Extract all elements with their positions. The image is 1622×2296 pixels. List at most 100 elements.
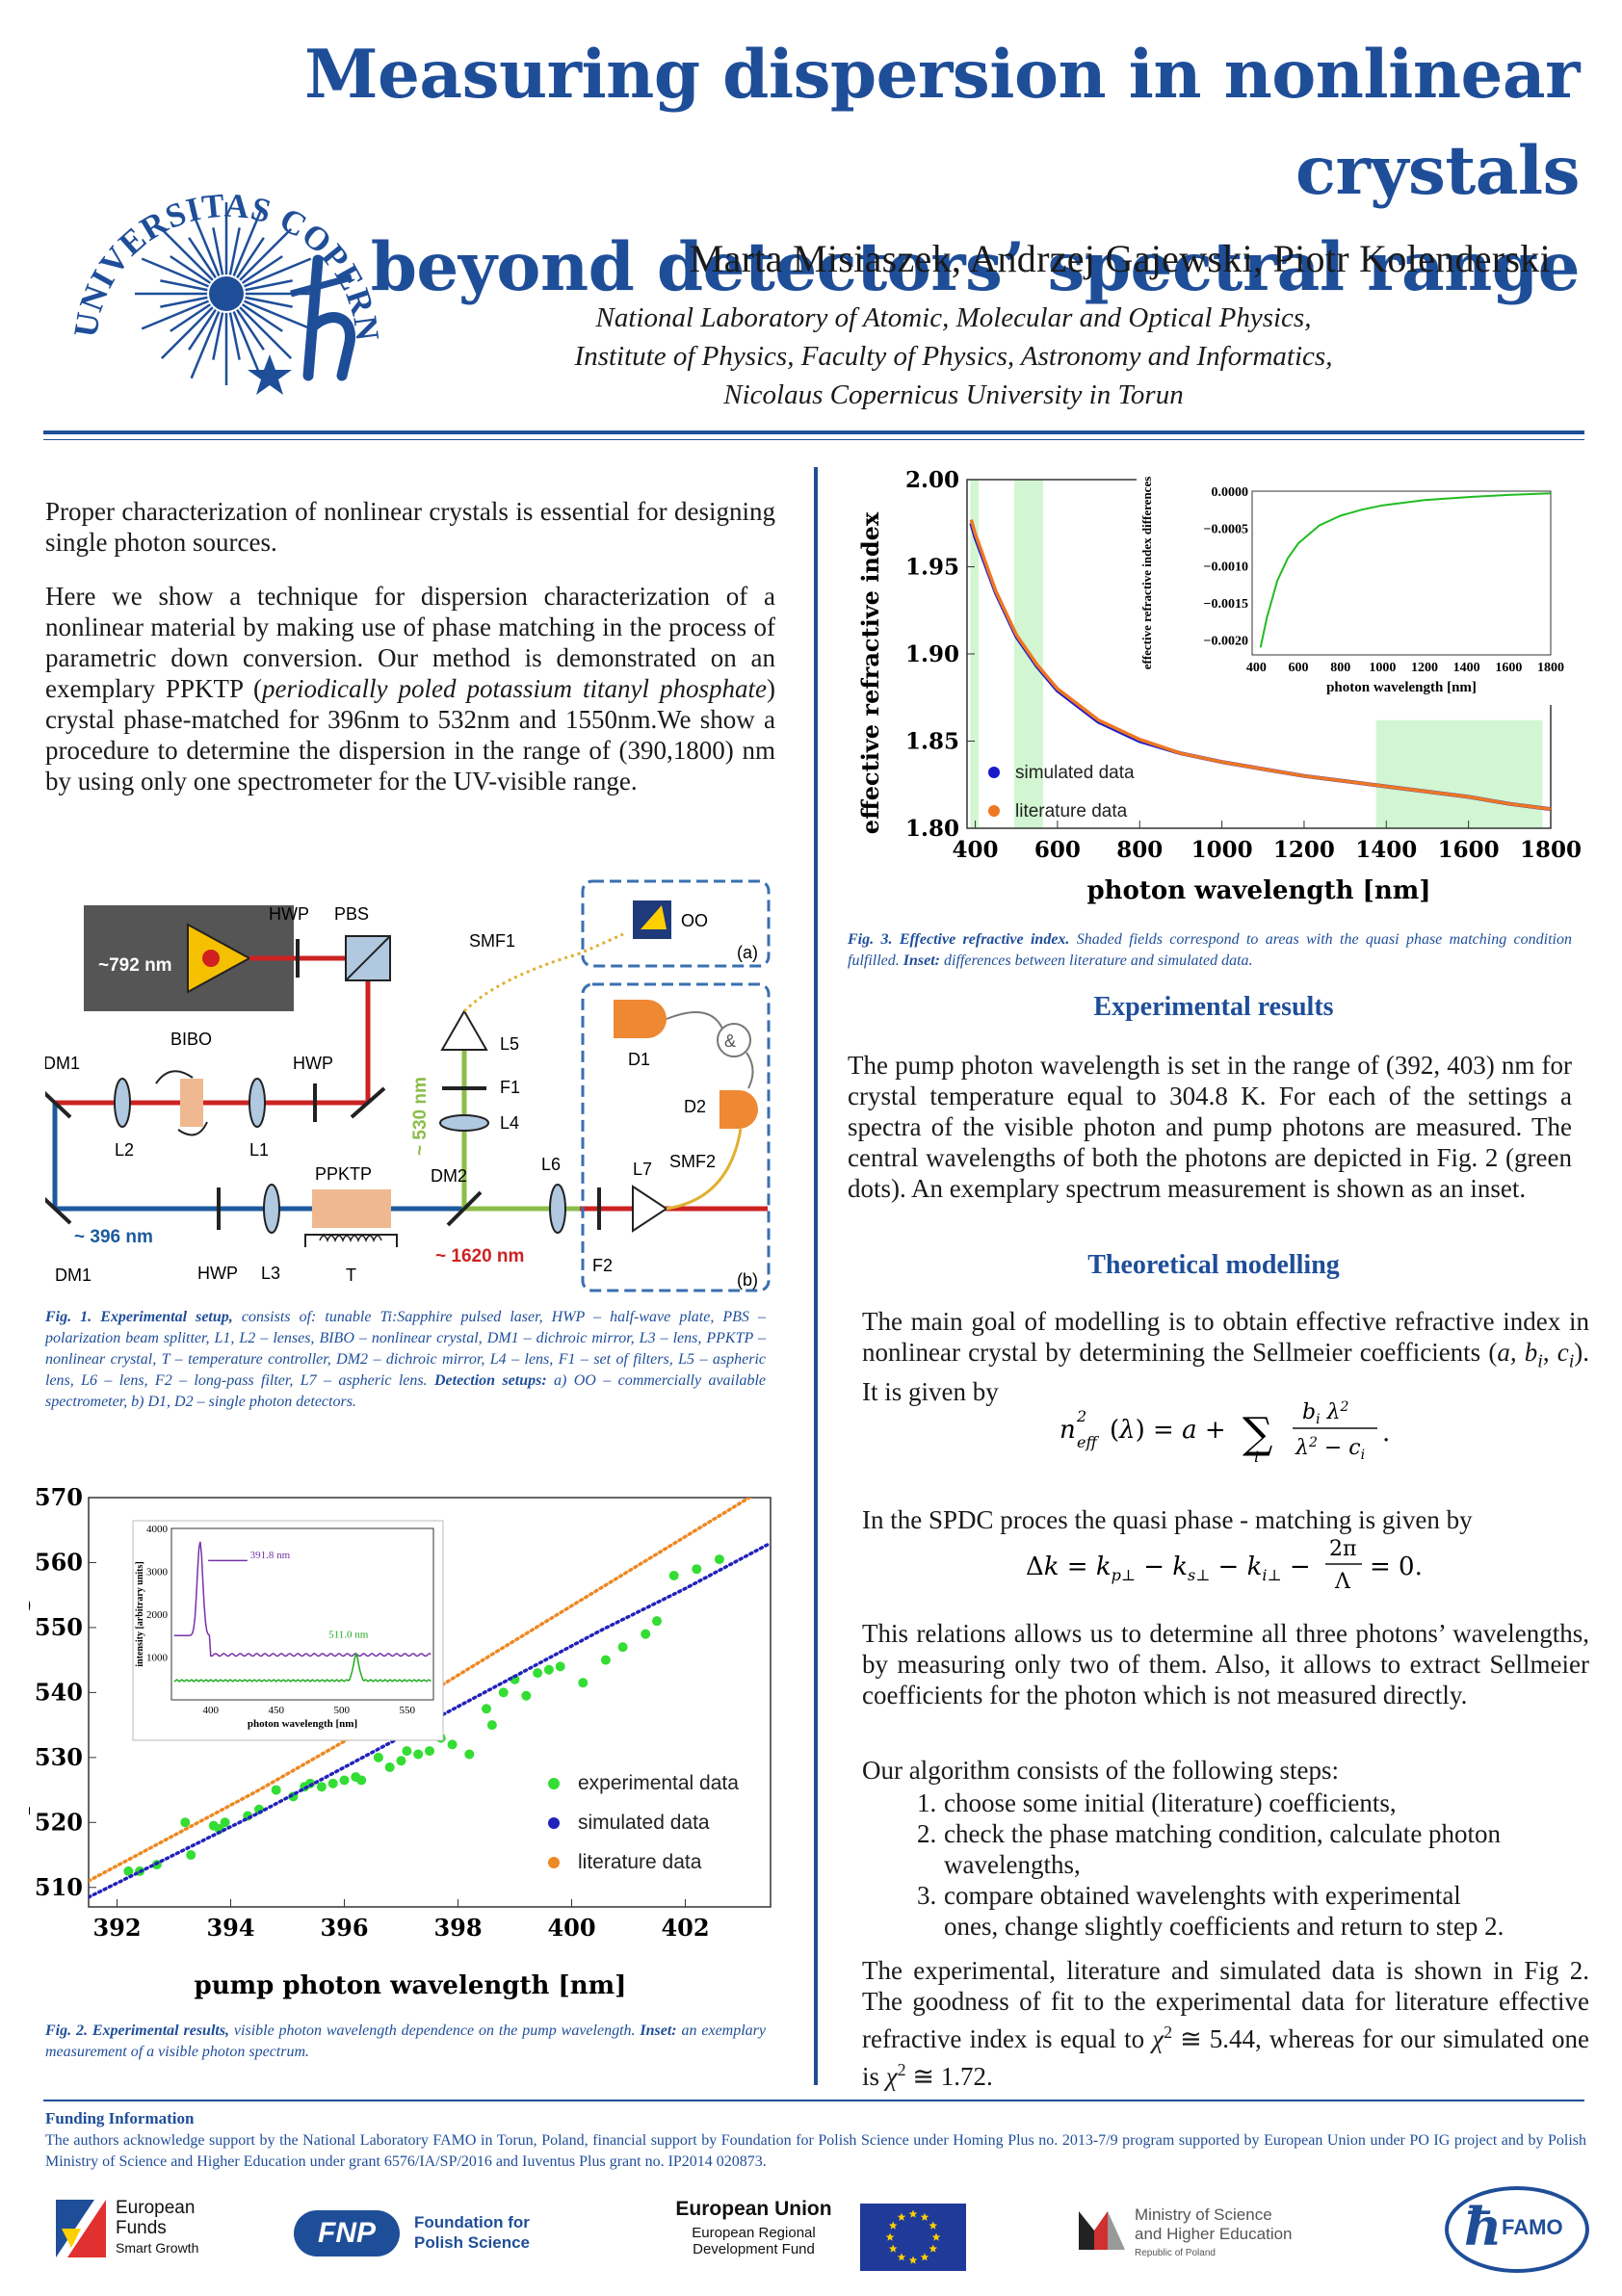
data-point: [180, 1817, 191, 1828]
inset-y-tick-label: 0.0000: [1212, 485, 1249, 500]
inset-y-tick-label: 2000: [146, 1609, 169, 1621]
eu-star-icon: [888, 2221, 898, 2230]
data-point: [555, 1661, 565, 1672]
lens-l6-icon: [549, 1184, 566, 1234]
data-point: [641, 1629, 651, 1639]
d2-label: D2: [684, 1097, 706, 1116]
data-point: [600, 1655, 611, 1665]
eu-star-icon: [908, 2209, 918, 2218]
data-point: [692, 1564, 702, 1575]
hwp-label: HWP: [293, 1054, 333, 1073]
logo-text: European: [116, 2198, 196, 2218]
theoretical-modelling-heading: Theoretical modelling: [1087, 1250, 1340, 1280]
f2-label: F2: [592, 1256, 613, 1275]
smf2-label: SMF2: [669, 1152, 716, 1171]
logo-text: Foundation for: [414, 2213, 530, 2231]
eu-star-icon: [929, 2244, 938, 2253]
svg-text:bi λ2: bi λ2: [1302, 1399, 1349, 1427]
svg-text:= 0.: = 0.: [1370, 1552, 1423, 1581]
inset-y-tick-label: −0.0015: [1204, 597, 1248, 612]
list-item: 2. check the phase matching condition, ca…: [917, 1819, 1502, 1879]
x-tick-label: 400: [953, 837, 999, 863]
detection-setup-a-box: [581, 879, 771, 968]
aspheric-lens-l5-icon: [440, 1008, 488, 1051]
svg-text:.: .: [1382, 1419, 1390, 1448]
inset-y-axis-label: intensity [arbitrary units]: [135, 1561, 145, 1666]
inset-x-tick-label: 1800: [1537, 661, 1564, 675]
ministry-logo: Ministry of Science and Higher Education…: [1079, 2205, 1358, 2263]
x-tick-label: 400: [547, 1914, 595, 1942]
x-tick-label: 1600: [1438, 837, 1500, 863]
x-tick-label: 1400: [1355, 837, 1417, 863]
eu-star-icon: [897, 2253, 906, 2261]
inset-x-tick-label: 400: [1246, 661, 1267, 675]
fnp-badge: FNP: [294, 2210, 400, 2257]
eu-star-icon: [897, 2212, 906, 2221]
svg-text:n: n: [1060, 1416, 1076, 1445]
y-tick-label: 1.85: [905, 729, 959, 755]
396nm-label: ~ 396 nm: [74, 1227, 153, 1247]
x-tick-label: 396: [320, 1914, 368, 1942]
data-point: [714, 1554, 724, 1565]
logo-text: Polish Science: [414, 2233, 530, 2252]
data-point: [214, 1824, 224, 1835]
logo-text: Funds: [116, 2218, 167, 2238]
l1-label: L1: [249, 1140, 269, 1160]
legend-marker: [988, 767, 1000, 778]
data-point: [316, 1782, 327, 1792]
fnp-logo: FNP Foundation for Polish Science: [294, 2210, 563, 2268]
x-tick-label: 392: [92, 1914, 141, 1942]
logo-text: and Higher Education: [1135, 2225, 1293, 2243]
legend-label: literature data: [1015, 801, 1128, 822]
logo-text: European Regional: [692, 2225, 816, 2241]
legend-marker: [548, 1857, 560, 1868]
inset-x-tick-label: 1400: [1453, 661, 1480, 675]
data-point: [413, 1749, 424, 1760]
figure-1-caption: Fig. 1. Experimental setup, consists of:…: [45, 1309, 766, 1410]
dm1-mirror-icon: [45, 1090, 72, 1119]
data-point: [521, 1690, 532, 1701]
x-tick-label: 398: [433, 1914, 482, 1942]
dm1-label: DM1: [55, 1265, 92, 1285]
eu-star-icon: [888, 2244, 898, 2253]
header-rule: [43, 430, 1584, 434]
eu-star-icon: [920, 2253, 929, 2261]
pbs-label: PBS: [334, 904, 369, 924]
inset-y-tick-label: 1000: [146, 1653, 169, 1664]
famo-logo: FAMO ħ: [1445, 2186, 1589, 2273]
h-bar-icon: [290, 254, 355, 381]
bibo-label: BIBO: [170, 1030, 212, 1049]
funding-heading: Funding Information: [45, 2109, 195, 2127]
phase-matching-equation: Δk = kp⊥ − ks⊥ − ki⊥ − 2π Λ = 0.: [1026, 1537, 1423, 1592]
setup-a-label: (a): [737, 943, 758, 962]
inset-x-tick-label: 400: [203, 1705, 220, 1716]
detector-d2-icon: [719, 1090, 758, 1129]
l4-label: L4: [500, 1113, 519, 1133]
sellmeier-equation: n 2 eff (λ) = a + ∑ i bi λ2 λ2 − ci .: [1060, 1399, 1390, 1462]
aspheric-lens-l7-icon: [632, 1185, 668, 1233]
data-point: [402, 1746, 412, 1757]
logo-text: Ministry of Science: [1135, 2205, 1272, 2224]
eu-star-icon: [931, 2232, 941, 2241]
inset-x-axis-label: photon wavelength [nm]: [1326, 680, 1477, 695]
data-point: [123, 1866, 134, 1876]
l6-label: L6: [541, 1155, 561, 1174]
logo-text: FAMO: [1502, 2215, 1563, 2239]
data-point: [533, 1668, 543, 1679]
data-point: [396, 1756, 406, 1766]
f1-label: F1: [500, 1078, 520, 1097]
l2-label: L2: [115, 1140, 134, 1160]
y-tick-label: 520: [35, 1808, 83, 1836]
svg-text:i: i: [1254, 1448, 1259, 1462]
logo-text: Development Fund: [693, 2241, 815, 2257]
inset-frame: [170, 1527, 434, 1701]
list-item: 1. choose some initial (literature) coeff…: [917, 1788, 1397, 1817]
detector-d1-icon: [614, 1000, 667, 1038]
data-point: [327, 1778, 338, 1788]
fiber-smf1: [462, 932, 624, 1013]
intro-paragraph-2: Here we show a technique for dispersion …: [45, 582, 775, 796]
lens-l1-icon: [249, 1078, 266, 1128]
y-axis-label: effective refractive index: [856, 511, 884, 834]
legend-label: simulated data: [578, 1812, 710, 1834]
data-point: [482, 1704, 491, 1714]
